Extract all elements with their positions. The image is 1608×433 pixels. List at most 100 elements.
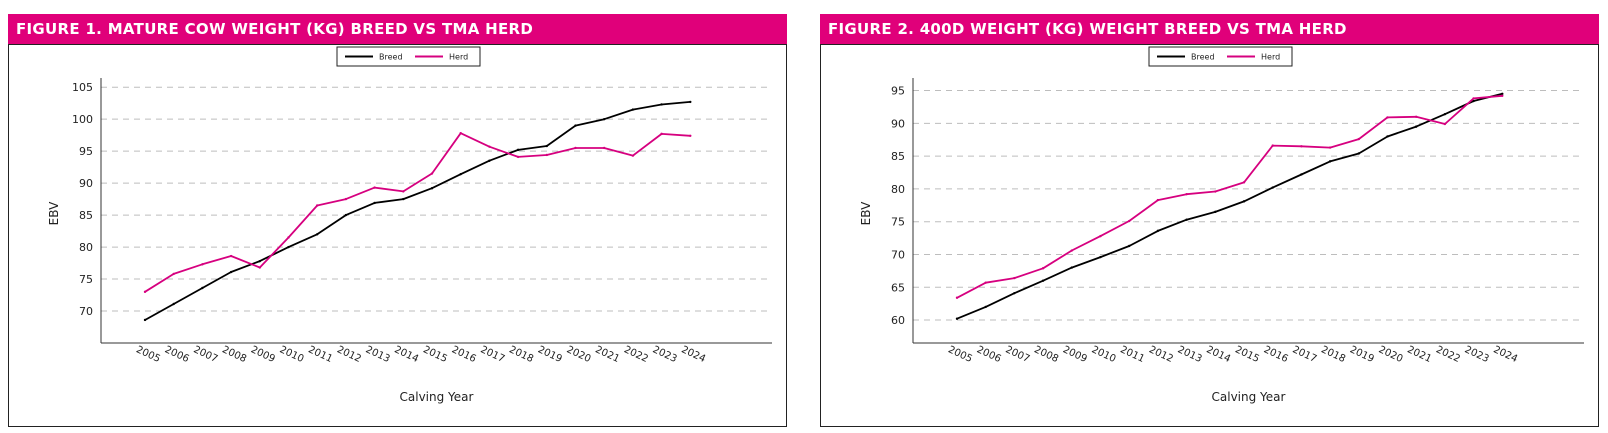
data-point-breed <box>1501 92 1504 96</box>
x-tick-label: 2019 <box>1348 344 1376 365</box>
chart-frame <box>8 44 787 427</box>
x-tick-label: 2017 <box>1291 344 1319 365</box>
data-point-breed <box>1128 244 1131 248</box>
data-point-herd <box>1070 249 1073 252</box>
x-tick-label: 2006 <box>163 344 191 365</box>
series-line-herd <box>956 94 1503 299</box>
legend-box <box>336 46 481 67</box>
data-point-herd <box>1242 181 1246 184</box>
data-point-herd <box>229 254 233 258</box>
data-point-breed <box>172 302 175 306</box>
data-point-herd <box>1443 122 1447 126</box>
data-point-herd <box>1415 115 1418 118</box>
x-axis-label: Calving Year <box>1212 390 1286 404</box>
data-point-breed <box>1214 210 1217 214</box>
y-tick-label: 65 <box>891 281 905 294</box>
data-point-breed <box>689 100 692 104</box>
series-line-breed <box>956 92 1503 320</box>
x-tick-label: 2011 <box>1118 344 1146 365</box>
line-chart-2: 60 65 70 75 80 85 90 95 2005 2006 2007 2008 2009 2010… <box>859 46 1584 404</box>
x-tick-label: 2022 <box>1434 344 1462 365</box>
x-tick-label: 2011 <box>306 344 334 365</box>
x-tick-label: 2010 <box>1090 344 1118 365</box>
y-axis-label: EBV <box>859 201 873 225</box>
chart-frame <box>820 44 1599 427</box>
data-point-herd <box>373 186 376 189</box>
y-tick-label: 75 <box>891 216 905 229</box>
y-tick-label: 80 <box>891 183 905 196</box>
data-point-breed <box>545 144 548 148</box>
x-tick-label: 2018 <box>507 344 535 365</box>
data-point-herd <box>258 266 261 269</box>
x-tick-label: 2014 <box>1204 344 1232 365</box>
data-point-herd <box>201 263 204 266</box>
series-line-herd <box>144 132 691 293</box>
data-point-herd <box>402 190 405 193</box>
legend: Breed Herd <box>336 46 481 67</box>
data-point-breed <box>373 201 376 205</box>
data-point-breed <box>516 148 520 152</box>
data-point-breed <box>459 172 462 176</box>
data-point-herd <box>1099 234 1102 238</box>
x-tick-label: 2019 <box>536 344 564 365</box>
data-point-herd <box>1357 137 1360 141</box>
x-tick-label: 2014 <box>392 344 420 365</box>
data-point-herd <box>172 272 175 276</box>
x-tick-label: 2007 <box>192 344 220 365</box>
y-tick-label: 75 <box>79 273 93 286</box>
x-tick-label: 2020 <box>1377 344 1405 365</box>
y-tick-label: 85 <box>79 209 93 222</box>
y-tick-label: 80 <box>79 241 93 254</box>
x-tick-label: 2024 <box>1491 344 1519 365</box>
data-point-herd <box>545 153 548 157</box>
data-point-herd <box>516 155 520 159</box>
y-tick-label: 100 <box>72 113 93 126</box>
x-tick-label: 2018 <box>1319 344 1347 365</box>
series-line-breed <box>144 101 691 321</box>
x-tick-label: 2008 <box>1032 344 1060 365</box>
data-point-breed <box>1041 279 1045 282</box>
data-point-herd <box>430 172 434 175</box>
x-tick-label: 2006 <box>975 344 1003 365</box>
x-tick-label: 2024 <box>679 344 707 365</box>
data-point-breed <box>1386 135 1389 138</box>
data-point-breed <box>1328 160 1332 163</box>
data-point-breed <box>1357 152 1360 155</box>
x-tick-label: 2021 <box>1405 344 1433 365</box>
data-point-herd <box>287 236 290 239</box>
y-tick-label: 95 <box>79 145 93 158</box>
y-tick-label: 85 <box>891 150 905 163</box>
data-point-breed <box>1070 266 1073 269</box>
data-point-herd <box>603 146 606 150</box>
data-point-herd <box>1013 276 1016 280</box>
chart-title: FIGURE 1. MATURE COW WEIGHT (KG) BREED V… <box>8 14 787 44</box>
data-point-breed <box>955 317 959 320</box>
data-point-breed <box>1271 186 1274 189</box>
x-tick-label: 2022 <box>622 344 650 365</box>
data-point-herd <box>143 290 147 294</box>
x-tick-label: 2013 <box>1176 344 1204 365</box>
data-point-breed <box>201 286 204 290</box>
x-tick-label: 2009 <box>249 344 277 365</box>
x-tick-label: 2013 <box>364 344 392 365</box>
x-tick-label: 2021 <box>593 344 621 365</box>
data-point-breed <box>1443 112 1447 116</box>
legend-label: Breed <box>1191 53 1215 62</box>
data-point-breed <box>344 213 348 217</box>
x-tick-label: 2016 <box>1262 344 1290 365</box>
y-tick-label: 60 <box>891 314 905 327</box>
x-tick-label: 2015 <box>1233 344 1261 365</box>
data-point-herd <box>1472 97 1475 100</box>
data-point-herd <box>660 132 663 136</box>
x-tick-label: 2012 <box>1147 344 1175 365</box>
x-tick-label: 2017 <box>479 344 507 365</box>
data-point-breed <box>1013 291 1016 295</box>
data-point-breed <box>1415 125 1418 128</box>
data-point-herd <box>459 132 462 135</box>
data-point-breed <box>1300 173 1303 176</box>
data-point-herd <box>1271 144 1274 147</box>
data-point-herd <box>316 204 319 207</box>
x-tick-label: 2015 <box>421 344 449 365</box>
legend-label: Breed <box>379 53 403 62</box>
